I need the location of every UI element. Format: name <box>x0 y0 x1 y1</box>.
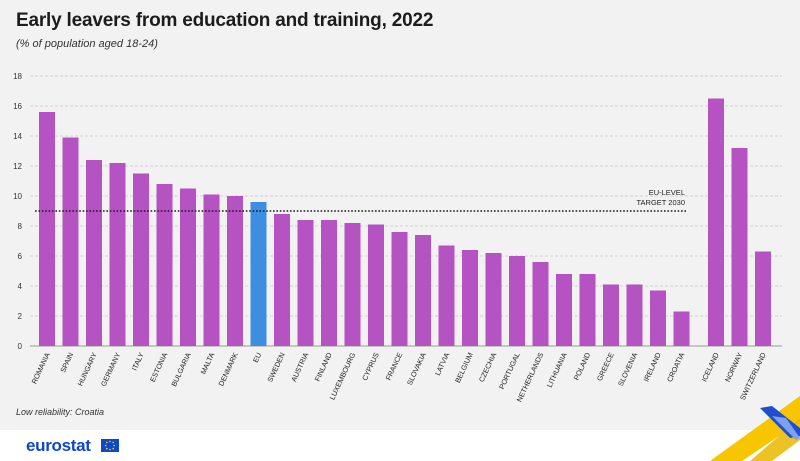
bars <box>39 98 771 346</box>
bar-austria <box>297 220 314 346</box>
y-axis-ticks: 0 2 4 6 8 10 12 14 16 18 <box>13 72 22 351</box>
x-tick-label: EU <box>251 351 263 364</box>
x-tick-label: BELGIUM <box>453 351 475 384</box>
x-tick-label: LATVIA <box>433 351 451 377</box>
x-tick-label: GERMANY <box>99 351 123 388</box>
x-tick-label: CYPRUS <box>360 351 381 382</box>
x-tick-label: CZECHIA <box>477 351 499 384</box>
x-tick-label: IRELAND <box>641 351 662 383</box>
bar-sweden <box>274 214 290 346</box>
y-tick-label: 16 <box>13 102 22 111</box>
chart-subtitle: (% of population aged 18-24) <box>16 38 158 50</box>
x-tick-label: DENMARK <box>216 351 239 388</box>
x-tick-label: ICELAND <box>699 351 720 383</box>
y-tick-label: 2 <box>18 312 23 321</box>
x-tick-label: PORTUGAL <box>497 351 522 391</box>
x-tick-label: CROATIA <box>665 351 687 383</box>
x-tick-label: ITALY <box>130 351 146 372</box>
bar-greece <box>603 284 619 346</box>
bar-ireland <box>650 290 666 346</box>
x-tick-label: FINLAND <box>313 351 334 383</box>
y-tick-label: 0 <box>18 342 23 351</box>
eurostat-logo: eurostat <box>26 436 91 455</box>
bar-czechia <box>485 253 502 346</box>
bar-croatia <box>673 311 690 346</box>
bar-lithuania <box>556 274 572 346</box>
bar-latvia <box>438 245 455 346</box>
bar-denmark <box>227 196 243 346</box>
bar-finland <box>321 220 337 346</box>
x-axis-labels: ROMANIA SPAIN HUNGARY GERMANY ITALY ESTONIA BU… <box>29 351 767 404</box>
bar-iceland <box>708 98 724 346</box>
y-tick-label: 12 <box>13 162 22 171</box>
footnote: Low reliability: Croatia <box>16 407 105 417</box>
x-tick-label: BULGARIA <box>169 351 193 388</box>
bar-belgium <box>462 250 478 346</box>
bar-spain <box>62 137 79 346</box>
bar-hungary <box>86 160 102 346</box>
y-tick-label: 4 <box>18 282 23 291</box>
x-tick-label: GREECE <box>595 351 616 383</box>
x-tick-label: SWEDEN <box>265 351 286 383</box>
x-tick-label: HUNGARY <box>76 351 99 387</box>
y-tick-label: 6 <box>18 252 23 261</box>
bar-switzerland <box>755 251 771 346</box>
y-tick-label: 8 <box>18 222 23 231</box>
x-tick-label: NORWAY <box>723 351 745 383</box>
y-tick-label: 18 <box>13 72 22 81</box>
x-tick-label: AUSTRIA <box>289 351 310 383</box>
bar-romania <box>39 112 55 346</box>
bar-italy <box>133 173 149 346</box>
bar-cyprus <box>368 224 384 346</box>
bar-france <box>391 232 408 346</box>
bar-netherlands <box>532 262 549 346</box>
x-tick-label: MALTA <box>198 351 216 376</box>
x-tick-label: SLOVAKIA <box>405 351 428 387</box>
bar-norway <box>731 148 748 346</box>
x-tick-label: SPAIN <box>58 351 75 374</box>
bar-luxembourg <box>344 223 361 346</box>
target-label-line2: TARGET 2030 <box>637 198 686 207</box>
bar-portugal <box>509 256 525 346</box>
chart-title: Early leavers from education and trainin… <box>16 10 434 31</box>
x-tick-label: LITHUANIA <box>545 351 569 389</box>
corner-decoration <box>710 396 800 461</box>
bar-malta <box>203 194 220 346</box>
bar-slovakia <box>415 235 431 346</box>
x-tick-label: POLAND <box>572 351 593 382</box>
bar-germany <box>109 163 126 346</box>
bar-eu <box>250 202 267 346</box>
eu-flag-icon <box>101 439 119 452</box>
x-tick-label: SLOVENIA <box>616 351 639 388</box>
bar-bulgaria <box>180 188 196 346</box>
bar-estonia <box>156 184 173 346</box>
x-tick-label: ESTONIA <box>148 351 170 383</box>
x-tick-label: FRANCE <box>384 351 405 382</box>
footer-bar <box>0 430 800 461</box>
y-tick-label: 14 <box>13 132 22 141</box>
target-label-line1: EU-LEVEL <box>649 188 685 197</box>
y-tick-label: 10 <box>13 192 22 201</box>
x-tick-label: ROMANIA <box>29 351 51 385</box>
bar-poland <box>579 274 596 346</box>
bar-slovenia <box>626 284 643 346</box>
